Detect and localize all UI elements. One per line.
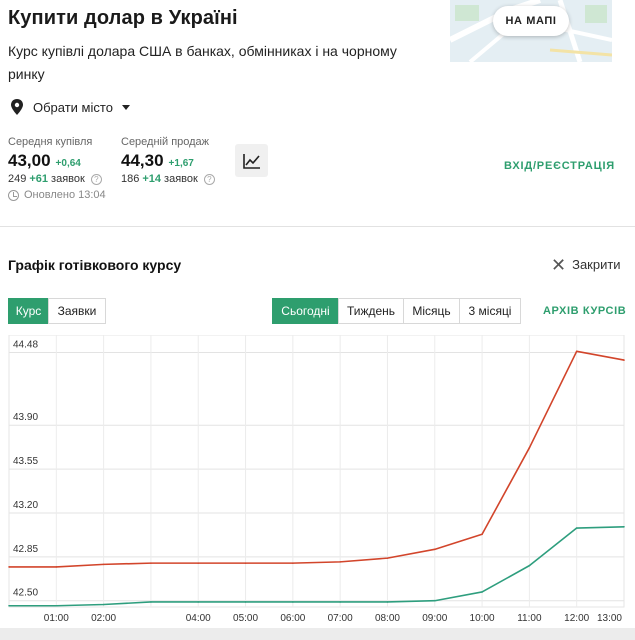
chart-data-point <box>623 359 625 361</box>
chart-y-tick-label: 42.50 <box>13 588 38 599</box>
chart-toggle-button[interactable] <box>235 144 268 177</box>
chart-data-point <box>339 601 341 603</box>
tab-today[interactable]: Сьогодні <box>272 298 339 324</box>
average-buy-label: Середня купівля <box>8 136 93 148</box>
chart-data-point <box>102 563 105 566</box>
chart-data-point <box>292 601 294 603</box>
sell-offers-change: +14 <box>142 173 162 185</box>
chart-data-point <box>433 548 436 551</box>
chart-series-line-1 <box>9 525 625 607</box>
chart-data-point <box>623 525 625 528</box>
chart-data-point <box>244 562 247 564</box>
sell-offers-label: заявок <box>164 173 198 185</box>
chart-x-tick-label: 05:00 <box>233 613 258 624</box>
buy-offers-count: 249 <box>8 173 27 185</box>
tab-week[interactable]: Тиждень <box>338 298 404 324</box>
buy-offers-label: заявок <box>51 173 85 185</box>
chart-plot-area <box>8 335 625 608</box>
chart-data-point <box>386 557 389 559</box>
rate-chart: 42.50 42.85 43.20 43.55 43.90 44.48 01:00 02:00… <box>8 335 625 624</box>
chart-x-tick-label: 06:00 <box>280 613 305 624</box>
chart-x-tick-label: 10:00 <box>470 613 495 624</box>
chart-data-point <box>197 562 200 564</box>
archive-link[interactable]: АРХІВ КУРСІВ <box>543 305 627 317</box>
section-divider <box>0 226 635 227</box>
chart-data-point <box>339 561 341 563</box>
help-icon[interactable]: ? <box>203 173 215 185</box>
average-buy-stat: Середня купівля 43,00 +0,64 249 +61 заяв… <box>8 136 102 185</box>
chart-data-point <box>8 604 10 607</box>
updated-time: Оновлено 13:04 <box>8 189 106 201</box>
page-title: Купити долар в Україні <box>8 7 238 29</box>
close-label: Закрити <box>572 257 621 272</box>
updated-label: Оновлено 13:04 <box>24 189 106 201</box>
tab-offers[interactable]: Заявки <box>48 298 106 324</box>
chart-data-point <box>150 601 152 603</box>
average-buy-value: 43,00 <box>8 151 51 170</box>
sell-offers-count: 186 <box>121 173 140 185</box>
chart-x-tick-label: 07:00 <box>328 613 353 624</box>
chart-data-point <box>481 591 483 593</box>
chart-data-point <box>575 527 578 529</box>
help-icon[interactable]: ? <box>90 173 102 185</box>
chart-series-line-0 <box>9 350 625 568</box>
close-chart-button[interactable]: ✕ Закрити <box>551 254 621 275</box>
chart-data-point <box>292 562 294 564</box>
average-sell-label: Середній продаж <box>121 136 210 148</box>
chart-x-tick-label: 09:00 <box>422 613 447 624</box>
average-buy-change: +0,64 <box>55 158 81 169</box>
chart-data-point <box>386 601 389 603</box>
city-selector[interactable]: Обрати місто <box>10 99 130 115</box>
average-sell-value: 44,30 <box>121 151 164 170</box>
tab-month[interactable]: Місяць <box>403 298 460 324</box>
chart-data-point <box>55 566 58 568</box>
chart-x-tick-label: 11:00 <box>517 613 542 624</box>
buy-offers-change: +61 <box>29 173 49 185</box>
period-tabs: Сьогодні Тиждень Місяць 3 місяці <box>272 298 521 324</box>
chart-data-point <box>244 601 247 603</box>
chart-data-point <box>575 350 578 353</box>
chart-x-tick-label: 04:00 <box>186 613 211 624</box>
chart-data-point <box>528 564 531 567</box>
page-subtitle: Курс купівлі долара США в банках, обмінн… <box>8 43 397 82</box>
line-chart-icon <box>242 153 260 169</box>
chart-section-title: Графік готівкового курсу <box>8 257 182 273</box>
chart-data-point <box>528 447 531 449</box>
clock-icon <box>8 189 19 201</box>
chevron-down-icon <box>121 104 130 110</box>
chart-x-tick-label: 08:00 <box>375 613 400 624</box>
chart-y-tick-label: 44.48 <box>13 340 38 351</box>
chart-x-tick-label: 02:00 <box>91 613 116 624</box>
close-icon: ✕ <box>551 254 567 275</box>
chart-y-tick-label: 43.20 <box>13 500 38 511</box>
chart-x-tick-label: 01:00 <box>44 613 69 624</box>
chart-y-tick-label: 43.90 <box>13 412 38 423</box>
chart-data-point <box>433 599 436 602</box>
average-sell-stat: Середній продаж 44,30 +1,67 186 +14 заяв… <box>121 136 215 185</box>
chart-data-point <box>55 604 58 607</box>
chart-y-tick-label: 43.55 <box>13 456 38 467</box>
chart-x-tick-label: 13:00 <box>597 613 622 624</box>
bottom-scrollbar <box>0 628 635 640</box>
chart-y-tick-label: 42.85 <box>13 544 38 555</box>
chart-x-tick-label: 12:00 <box>564 613 589 624</box>
login-register-link[interactable]: ВХІД/РЕЄСТРАЦІЯ <box>504 160 616 172</box>
tab-rate[interactable]: Курс <box>8 298 49 324</box>
chart-data-point <box>481 533 483 536</box>
tab-3-months[interactable]: 3 місяці <box>459 298 521 324</box>
map-button[interactable]: НА МАПІ <box>493 6 569 36</box>
chart-data-point <box>197 601 200 603</box>
chart-data-point <box>8 566 10 568</box>
location-pin-icon <box>11 99 23 115</box>
average-sell-change: +1,67 <box>168 158 194 169</box>
city-selector-label: Обрати місто <box>33 99 113 115</box>
chart-data-point <box>102 603 105 606</box>
view-tabs: Курс Заявки <box>8 298 106 324</box>
chart-data-point <box>150 562 152 564</box>
